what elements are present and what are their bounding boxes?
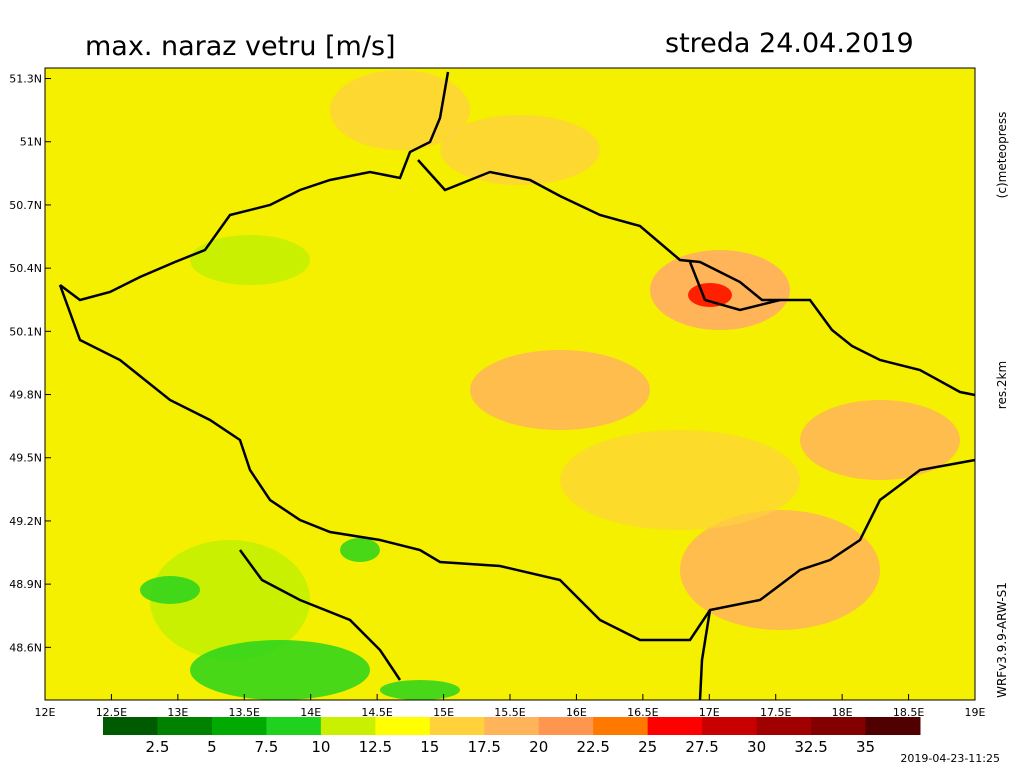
credit: (c)meteopress <box>995 112 1009 199</box>
y-tick-label: 48.9N <box>9 578 42 591</box>
colorbar-segment <box>647 717 703 735</box>
colorbar-label: 30 <box>747 738 766 756</box>
colorbar-label: 2.5 <box>146 738 170 756</box>
x-tick-label: 12.5E <box>96 706 127 719</box>
colorbar-segment <box>211 717 267 735</box>
borders <box>58 71 976 701</box>
colorbar-label: 7.5 <box>254 738 278 756</box>
colorbar-segment <box>320 717 376 735</box>
colorbar-label: 35 <box>856 738 875 756</box>
colorbar-label: 22.5 <box>576 738 609 756</box>
colorbar-label: 10 <box>311 738 330 756</box>
x-tick-label: 15.5E <box>494 706 525 719</box>
x-tick-label: 16.5E <box>627 706 658 719</box>
x-tick-label: 13E <box>167 706 188 719</box>
y-tick-label: 49.8N <box>9 389 42 402</box>
colorbar-segment <box>702 717 758 735</box>
x-tick-label: 17.5E <box>760 706 791 719</box>
colorbar-label: 5 <box>207 738 217 756</box>
x-tick-label: 16E <box>566 706 587 719</box>
date: streda 24.04.2019 <box>665 28 914 59</box>
colorbar-segment <box>593 717 649 735</box>
resolution: res.2km <box>995 361 1009 409</box>
colorbar-label: 15 <box>420 738 439 756</box>
x-tick-label: 18E <box>832 706 853 719</box>
colorbar-segment <box>266 717 322 735</box>
x-tick-label: 15E <box>433 706 454 719</box>
title: max. naraz vetru [m/s] <box>85 31 396 62</box>
colorbar-segment <box>538 717 594 735</box>
y-tick-label: 51N <box>20 136 42 149</box>
timestamp: 2019-04-23-11:25 <box>900 752 1000 765</box>
colorbar-segment <box>484 717 540 735</box>
colorbar-label: 17.5 <box>468 738 501 756</box>
x-tick-label: 17E <box>699 706 720 719</box>
colorbar-segment <box>756 717 812 735</box>
x-tick-label: 14.5E <box>361 706 392 719</box>
x-tick-label: 14E <box>300 706 321 719</box>
y-tick-label: 50.1N <box>9 325 42 338</box>
y-tick-label: 48.6N <box>9 641 42 654</box>
colorbar-segment <box>103 717 158 735</box>
colorbar-label: 32.5 <box>794 738 827 756</box>
x-tick-label: 12E <box>35 706 56 719</box>
x-tick-label: 18.5E <box>893 706 924 719</box>
x-tick-label: 13.5E <box>229 706 260 719</box>
colorbar-label: 20 <box>529 738 548 756</box>
colorbar-label: 27.5 <box>685 738 718 756</box>
y-tick-label: 50.7N <box>9 199 42 212</box>
colorbar-segment <box>865 717 921 735</box>
y-tick-label: 51.3N <box>9 73 42 86</box>
colorbar-label: 25 <box>638 738 657 756</box>
colorbar-segment <box>157 717 213 735</box>
model-label: WRFv3.9.9-ARW-S1 <box>995 582 1009 698</box>
y-tick-label: 50.4N <box>9 262 42 275</box>
wind-field <box>140 70 960 700</box>
colorbar-label: 12.5 <box>359 738 392 756</box>
y-tick-label: 49.2N <box>9 515 42 528</box>
x-tick-label: 19E <box>965 706 986 719</box>
colorbar-segment <box>375 717 431 735</box>
colorbar-segment <box>811 717 867 735</box>
y-tick-label: 49.5N <box>9 452 42 465</box>
colorbar-segment <box>429 717 485 735</box>
